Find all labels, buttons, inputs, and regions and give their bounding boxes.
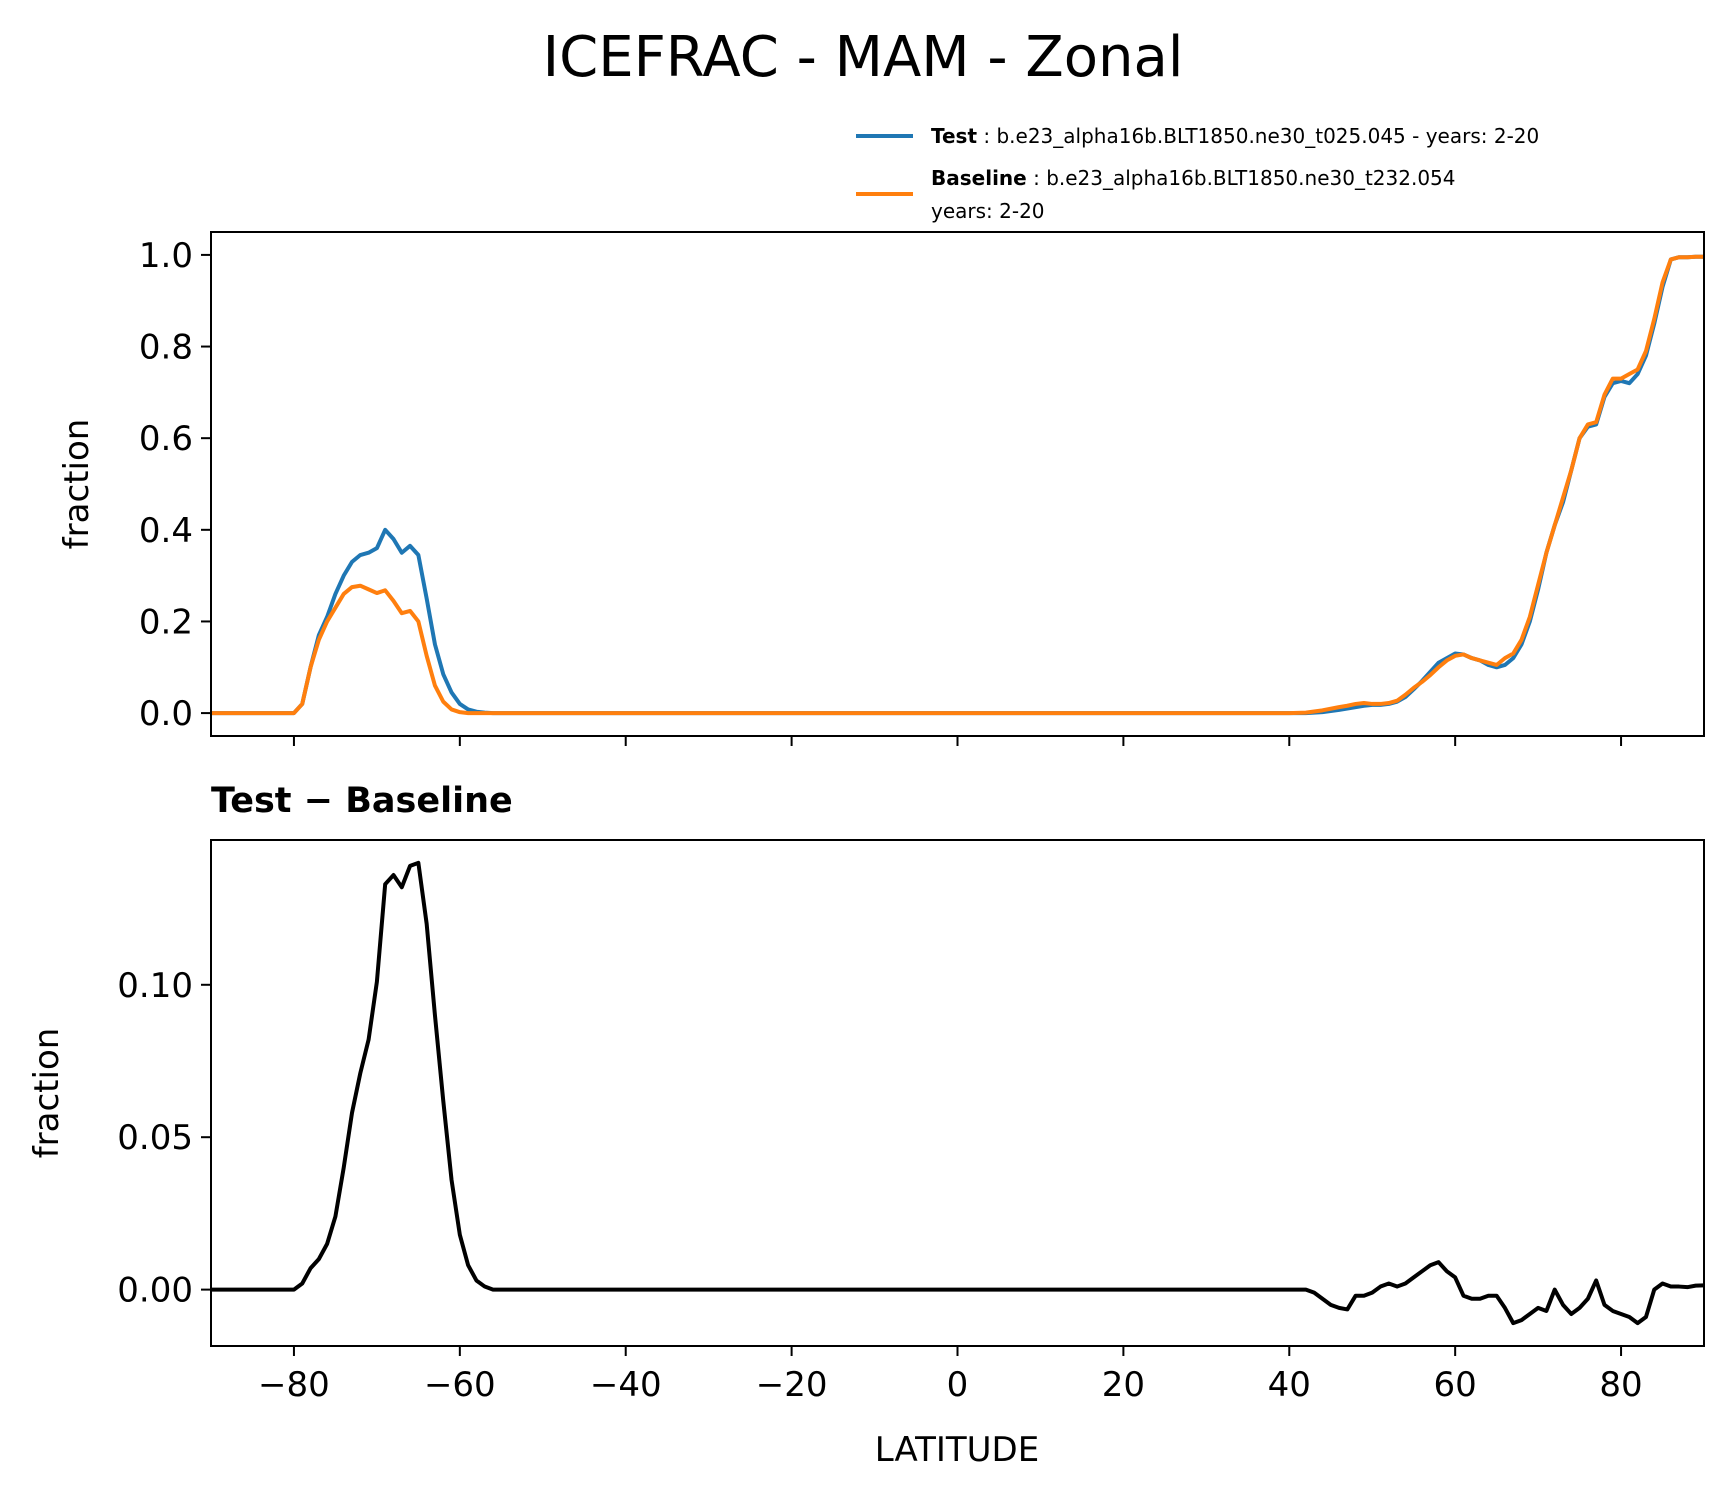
bottom-series-line-test-baseline	[211, 860, 1704, 1326]
legend-test-name: Test	[931, 124, 977, 148]
top-y-tick-label: 1.0	[139, 236, 193, 276]
bottom-y-tick-label: 0.00	[117, 1271, 193, 1311]
bottom-series-group	[211, 860, 1704, 1326]
legend: Test : b.e23_alpha16b.BLT1850.ne30_t025.…	[856, 124, 1539, 223]
legend-baseline-sep: :	[1027, 166, 1046, 190]
bottom-y-tick-label: 0.10	[117, 966, 193, 1006]
legend-baseline-entry: Baseline : b.e23_alpha16b.BLT1850.ne30_t…	[931, 166, 1456, 190]
top-y-axis-ticks: 0.0 0.2 0.4 0.6 0.8 1.0	[139, 236, 211, 734]
bottom-y-tick-label: 0.05	[117, 1118, 193, 1158]
top-y-tick-label: 0.4	[139, 511, 193, 551]
top-y-axis-label: fraction	[57, 419, 97, 550]
legend-baseline-text2: years: 2-20	[931, 199, 1045, 223]
bottom-x-tick-label: −40	[590, 1365, 662, 1405]
top-y-tick-label: 0.0	[139, 694, 193, 734]
bottom-y-axis-label: fraction	[27, 1028, 67, 1159]
top-series-line-baseline	[211, 254, 1704, 716]
bottom-x-tick-label: 60	[1434, 1365, 1477, 1405]
bottom-y-axis-ticks: 0.00 0.05 0.10	[117, 966, 211, 1311]
bottom-x-axis-ticks: −80 −60 −40 −20 0 20 40 60 80	[258, 1346, 1643, 1405]
top-y-tick-label: 0.6	[139, 419, 193, 459]
legend-baseline-name: Baseline	[931, 166, 1027, 190]
legend-test-sep: :	[977, 124, 996, 148]
bottom-x-axis-label: LATITUDE	[875, 1430, 1039, 1470]
bottom-x-tick-label: −80	[258, 1365, 330, 1405]
top-y-tick-label: 0.2	[139, 602, 193, 642]
legend-test-entry: Test : b.e23_alpha16b.BLT1850.ne30_t025.…	[931, 124, 1539, 148]
legend-baseline-text: b.e23_alpha16b.BLT1850.ne30_t232.054	[1046, 166, 1455, 190]
panel-top: 0.0 0.2 0.4 0.6 0.8 1.0 fraction	[57, 231, 1705, 746]
bottom-x-tick-label: 0	[947, 1365, 969, 1405]
bottom-x-tick-label: −60	[424, 1365, 496, 1405]
top-axes-frame	[210, 231, 1705, 737]
top-x-axis-ticks	[292, 736, 1623, 746]
top-y-tick-label: 0.8	[139, 328, 193, 368]
legend-test-text: b.e23_alpha16b.BLT1850.ne30_t025.045 - y…	[996, 124, 1539, 148]
top-series-group	[211, 254, 1704, 716]
panel-bottom: Test − Baseline 0.00 0.05 0.10 −80 −60 −40 −2…	[27, 781, 1705, 1470]
bottom-x-tick-label: 80	[1599, 1365, 1642, 1405]
bottom-panel-title: Test − Baseline	[211, 781, 513, 821]
top-series-line-test	[211, 254, 1704, 716]
bottom-x-tick-label: 40	[1268, 1365, 1311, 1405]
figure-title: ICEFRAC - MAM - Zonal	[543, 25, 1184, 90]
bottom-x-tick-label: −20	[756, 1365, 828, 1405]
bottom-x-tick-label: 20	[1102, 1365, 1145, 1405]
bottom-axes-frame	[210, 839, 1705, 1347]
